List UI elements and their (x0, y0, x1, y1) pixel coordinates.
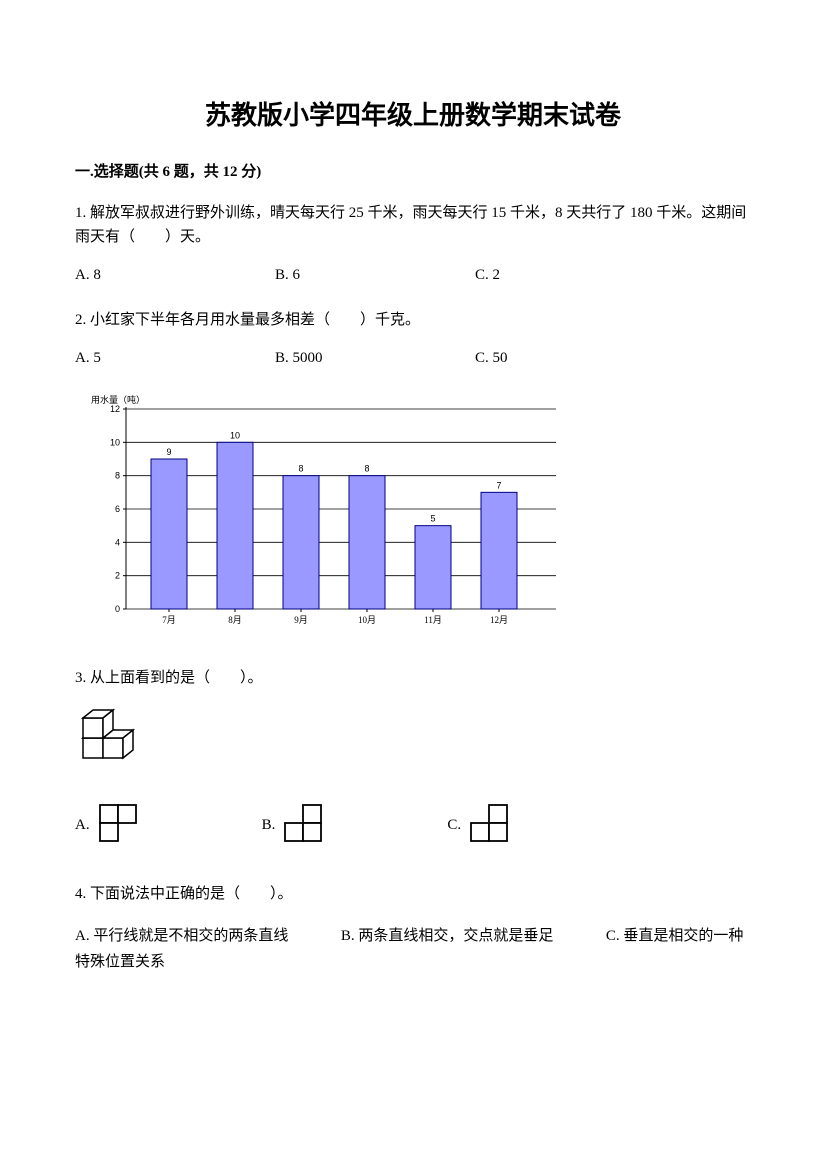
q1-options: A. 8 B. 6 C. 2 (75, 267, 751, 284)
svg-text:8: 8 (298, 464, 303, 474)
q4-opt-a: A. 平行线就是不相交的两条直线 (75, 928, 288, 944)
q3-opt-a-label: A. (75, 817, 90, 834)
shape-a-icon (98, 803, 142, 847)
water-usage-chart: 用水量（吨）02468101297月108月89月810月511月712月 (75, 391, 751, 636)
svg-text:12月: 12月 (490, 615, 508, 625)
svg-text:5: 5 (430, 514, 435, 524)
q1-opt-b: B. 6 (275, 267, 475, 284)
q3-options: A. B. C. (75, 803, 751, 847)
svg-text:10: 10 (230, 430, 240, 440)
q1-opt-a: A. 8 (75, 267, 275, 284)
svg-text:8: 8 (364, 464, 369, 474)
q4-opt-b: B. 两条直线相交，交点就是垂足 (341, 928, 554, 944)
svg-text:6: 6 (115, 504, 120, 514)
q3-text: 3. 从上面看到的是（ ）。 (75, 666, 751, 690)
q3-opt-b-label: B. (262, 817, 276, 834)
q3-opt-a: A. (75, 803, 142, 847)
cube-figure (75, 708, 751, 768)
svg-text:10月: 10月 (358, 615, 376, 625)
svg-text:11月: 11月 (424, 615, 442, 625)
shape-c-icon (469, 803, 513, 847)
q4-text: 4. 下面说法中正确的是（ ）。 (75, 882, 751, 906)
svg-text:2: 2 (115, 571, 120, 581)
q3-opt-c-label: C. (447, 817, 461, 834)
q2-opt-b: B. 5000 (275, 350, 475, 367)
svg-text:7月: 7月 (162, 615, 176, 625)
q2-text: 2. 小红家下半年各月用水量最多相差（ ）千克。 (75, 308, 751, 332)
svg-text:9月: 9月 (294, 615, 308, 625)
q4-options: A. 平行线就是不相交的两条直线 B. 两条直线相交，交点就是垂足 C. 垂直是… (75, 924, 751, 975)
q1-opt-c: C. 2 (475, 267, 675, 284)
section-header: 一.选择题(共 6 题，共 12 分) (75, 160, 751, 181)
svg-text:10: 10 (110, 437, 120, 447)
q2-opt-c: C. 50 (475, 350, 675, 367)
q2-opt-a: A. 5 (75, 350, 275, 367)
svg-text:12: 12 (110, 404, 120, 414)
svg-text:9: 9 (166, 447, 171, 457)
q3-opt-c: C. (447, 803, 513, 847)
page-title: 苏教版小学四年级上册数学期末试卷 (75, 95, 751, 132)
svg-text:4: 4 (115, 537, 120, 547)
shape-b-icon (283, 803, 327, 847)
q2-options: A. 5 B. 5000 C. 50 (75, 350, 751, 367)
svg-text:8: 8 (115, 471, 120, 481)
svg-text:8月: 8月 (228, 615, 242, 625)
q1-text: 1. 解放军叔叔进行野外训练，晴天每天行 25 千米，雨天每天行 15 千米，8… (75, 201, 751, 249)
svg-text:7: 7 (496, 480, 501, 490)
svg-text:0: 0 (115, 604, 120, 614)
q3-opt-b: B. (262, 803, 328, 847)
